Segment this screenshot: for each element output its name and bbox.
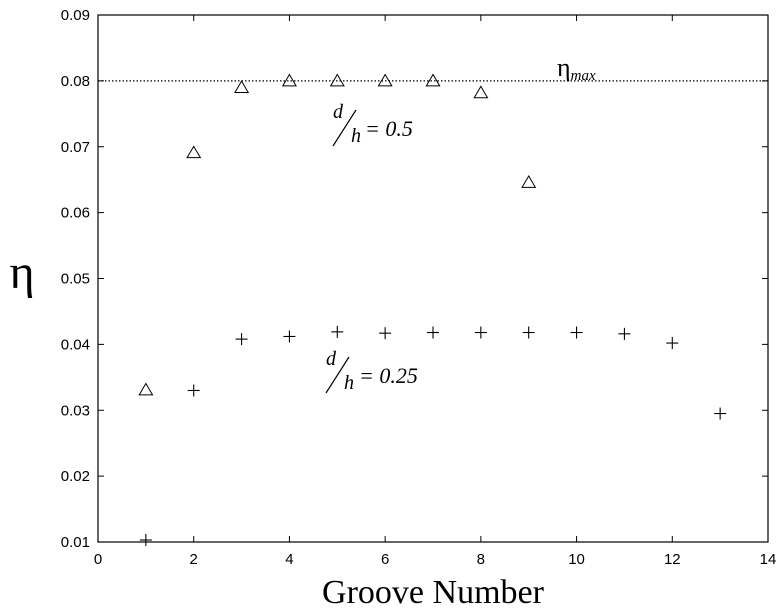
annotation-numerator-d: d	[326, 348, 337, 370]
annotation-value-text: = 0.5	[365, 116, 413, 141]
triangle-marker	[377, 73, 393, 87]
data-markers	[138, 73, 727, 547]
y-tick-label: 0.04	[61, 336, 90, 353]
x-axis-title: Groove Number	[322, 574, 545, 611]
triangle-marker	[186, 145, 202, 159]
plus-marker	[139, 534, 152, 547]
plus-marker	[522, 326, 535, 339]
plot-area-frame	[97, 14, 769, 543]
annotation-numerator-d: d	[333, 101, 344, 123]
x-tick-label: 2	[190, 551, 198, 568]
y-tick-label: 0.01	[61, 534, 90, 551]
plus-marker	[474, 326, 487, 339]
plus-marker	[187, 384, 200, 397]
y-tick-label: 0.07	[61, 139, 90, 156]
y-tick-label: 0.09	[61, 7, 90, 24]
y-axis-title: η	[9, 246, 34, 299]
annotation-fraction-slash	[325, 356, 350, 394]
plus-marker	[618, 327, 631, 340]
annotation-value-text: = 0.25	[359, 363, 418, 388]
axis-ticks	[97, 14, 769, 543]
y-tick-label: 0.05	[61, 271, 90, 288]
x-tick-label: 14	[760, 551, 777, 568]
x-tick-label: 0	[94, 551, 102, 568]
x-tick-label: 10	[568, 551, 585, 568]
y-tick-label: 0.08	[61, 73, 90, 90]
eta-max-label: ηmax	[557, 53, 596, 84]
annotation-denominator-h: h	[351, 125, 361, 147]
x-tick-label: 4	[285, 551, 293, 568]
plus-marker	[714, 407, 727, 420]
triangle-marker	[138, 382, 154, 396]
plus-marker	[666, 337, 679, 350]
plus-marker	[331, 325, 344, 338]
triangle-marker	[329, 73, 345, 87]
triangle-marker	[473, 85, 489, 99]
annotation-denominator-h: h	[344, 372, 354, 394]
annotation-d-over-h-0-5: d h = 0.5	[332, 101, 413, 147]
plus-marker	[379, 327, 392, 340]
y-tick-label: 0.06	[61, 205, 90, 222]
x-tick-labels: 0 2 4 6 8 10 12 14	[94, 551, 777, 568]
y-tick-label: 0.03	[61, 402, 90, 419]
plus-marker	[427, 326, 439, 339]
y-tick-label: 0.02	[61, 468, 90, 485]
triangle-marker	[281, 73, 297, 87]
plus-marker	[283, 330, 296, 343]
x-tick-label: 12	[664, 551, 681, 568]
plus-marker	[570, 326, 583, 339]
x-tick-label: 8	[477, 551, 485, 568]
annotation-fraction-slash	[332, 109, 357, 147]
triangle-marker	[425, 73, 441, 87]
triangle-marker	[234, 80, 250, 93]
y-tick-labels: 0.01 0.02 0.03 0.04 0.05 0.06 0.07 0.08 0.09	[61, 7, 90, 551]
plus-marker	[235, 333, 248, 346]
eta-max-symbol: η	[557, 53, 571, 82]
eta-max-subscript: max	[571, 68, 596, 84]
triangle-marker	[521, 174, 537, 188]
x-tick-label: 6	[381, 551, 389, 568]
annotation-d-over-h-0-25: d h = 0.25	[325, 348, 418, 394]
